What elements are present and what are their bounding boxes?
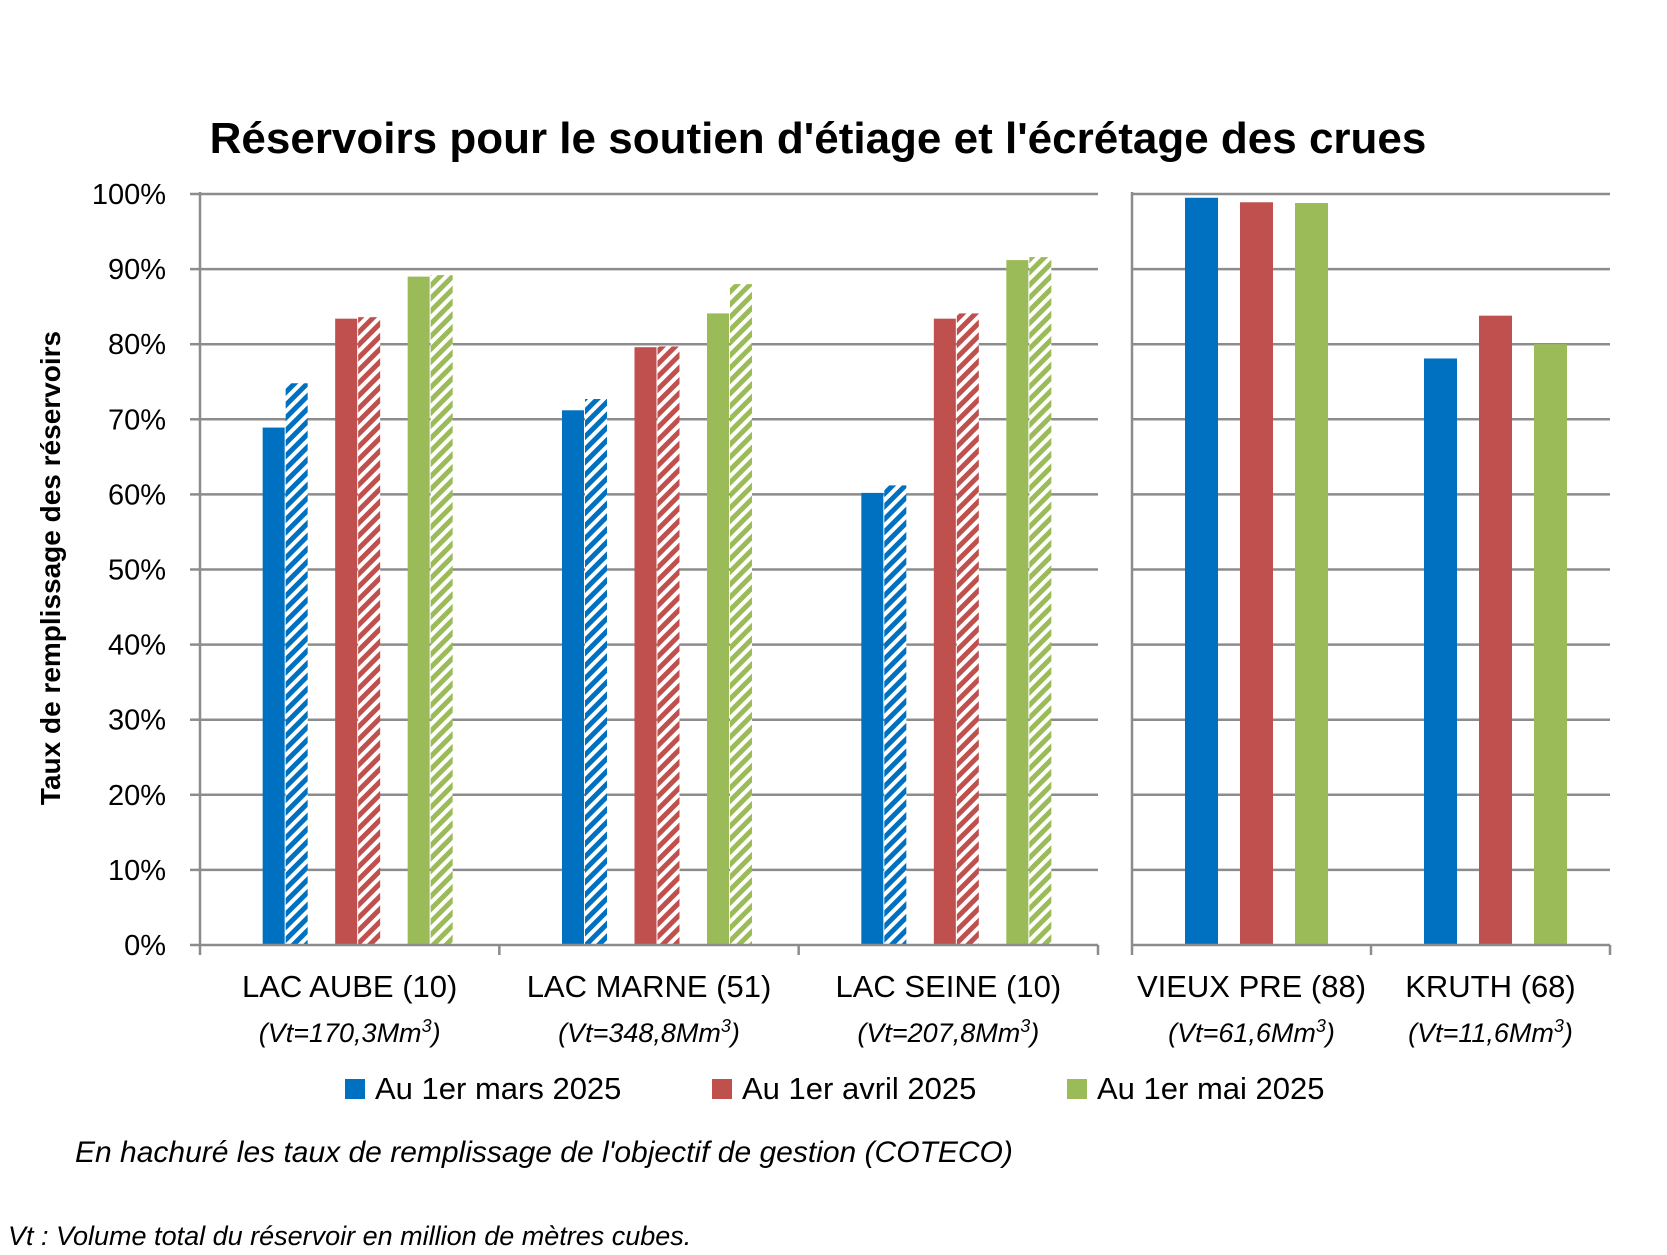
category-label: VIEUX PRE (88): [1137, 969, 1366, 1004]
bar-au-1er-mai-2025: [1006, 260, 1029, 945]
objective-bar-hatched: [1029, 257, 1052, 946]
y-tick-label: 90%: [108, 254, 166, 286]
bar-au-1er-mars-2025: [262, 427, 285, 945]
y-tick-label: 100%: [92, 179, 166, 211]
category-volume: (Vt=61,6Mm3): [1168, 1016, 1335, 1048]
objective-bar-hatched: [285, 383, 308, 945]
legend-label: Au 1er mars 2025: [375, 1071, 621, 1106]
bar-au-1er-mai-2025: [1534, 344, 1567, 945]
y-tick-label: 50%: [108, 555, 166, 587]
legend-label: Au 1er mai 2025: [1097, 1071, 1324, 1106]
y-tick-label: 60%: [108, 479, 166, 511]
bar-au-1er-mai-2025: [1295, 203, 1328, 946]
y-tick-label: 80%: [108, 329, 166, 361]
y-tick-label: 0%: [124, 930, 166, 962]
legend-swatch: [345, 1079, 365, 1099]
legend-swatch: [712, 1079, 732, 1099]
bar-au-1er-avril-2025: [1240, 202, 1273, 946]
bar-au-1er-avril-2025: [634, 347, 657, 946]
objective-bar-hatched: [657, 346, 680, 945]
category-volume: (Vt=11,6Mm3): [1408, 1016, 1573, 1048]
objective-bar-hatched: [884, 485, 907, 945]
category-volume: (Vt=348,8Mm3): [558, 1016, 740, 1048]
bar-au-1er-mars-2025: [561, 410, 584, 946]
legend-label: Au 1er avril 2025: [742, 1071, 976, 1106]
y-tick-label: 30%: [108, 705, 166, 737]
labels-layer: 0% 10% 20% 30% 40% 50% 60% 70% 80% 90% 100% LAC AUB…: [92, 179, 1576, 1048]
y-tick-label: 10%: [108, 855, 166, 887]
category-label: LAC AUBE (10): [242, 969, 457, 1004]
y-tick-label: 20%: [108, 780, 166, 812]
legend-swatch: [1067, 1079, 1087, 1099]
category-volume: (Vt=207,8Mm3): [857, 1016, 1039, 1048]
bar-au-1er-mars-2025: [861, 492, 884, 945]
bar-au-1er-mai-2025: [407, 276, 430, 945]
hatch-note: En hachuré les taux de remplissage de l'…: [75, 1136, 1013, 1169]
legend: Au 1er mars 2025 Au 1er avril 2025 Au 1er …: [345, 1071, 1324, 1106]
objective-bar-hatched: [358, 317, 381, 945]
volume-note: Vt : Volume total du réservoir en millio…: [8, 1221, 691, 1250]
objective-bar-hatched: [430, 275, 453, 945]
chart-title: Réservoirs pour le soutien d'étiage et l…: [210, 114, 1427, 163]
bar-au-1er-mai-2025: [706, 313, 729, 945]
bar-au-1er-mars-2025: [1185, 197, 1218, 945]
objective-bar-hatched: [584, 399, 607, 945]
objective-bar-hatched: [956, 313, 979, 945]
bar-au-1er-mars-2025: [1424, 358, 1457, 945]
objective-bar-hatched: [729, 284, 752, 945]
y-tick-label: 40%: [108, 630, 166, 662]
category-label: LAC SEINE (10): [835, 969, 1061, 1004]
bar-au-1er-avril-2025: [335, 318, 358, 945]
category-volume: (Vt=170,3Mm3): [259, 1016, 441, 1048]
category-label: KRUTH (68): [1405, 969, 1576, 1004]
bar-au-1er-avril-2025: [933, 318, 956, 945]
bar-au-1er-avril-2025: [1479, 315, 1512, 945]
y-axis-label: Taux de remplissage des réservoirs: [35, 331, 66, 805]
bars-layer: [262, 197, 1567, 946]
category-label: LAC MARNE (51): [527, 969, 772, 1004]
y-tick-label: 70%: [108, 404, 166, 436]
axes-layer: [190, 192, 1612, 955]
